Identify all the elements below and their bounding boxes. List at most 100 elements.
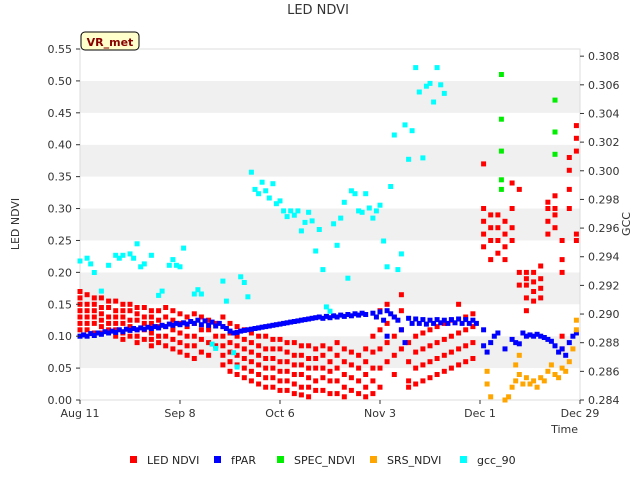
data-point — [309, 218, 315, 224]
data-point — [327, 391, 333, 397]
data-point — [341, 359, 347, 365]
data-point — [459, 320, 465, 326]
data-point — [320, 352, 326, 358]
data-point — [441, 320, 447, 326]
data-point — [288, 319, 294, 325]
data-point — [148, 336, 154, 342]
data-point — [270, 375, 276, 381]
data-point — [570, 346, 576, 352]
data-point — [420, 330, 426, 336]
data-point — [156, 308, 162, 314]
data-point — [391, 314, 397, 320]
data-point — [370, 333, 376, 339]
y-left-tick-label: 0.50 — [48, 75, 73, 88]
data-point — [481, 218, 487, 224]
legend-label: gcc_90 — [477, 454, 516, 467]
data-point — [420, 362, 426, 368]
data-point — [559, 269, 565, 275]
data-point — [377, 365, 383, 371]
data-point — [131, 326, 137, 331]
data-point — [384, 301, 390, 307]
data-point — [441, 368, 447, 374]
data-point — [470, 317, 476, 323]
plot-background-bands — [80, 49, 580, 400]
legend-swatch — [277, 456, 284, 463]
data-point — [163, 343, 169, 349]
data-point — [406, 156, 412, 162]
data-point — [234, 329, 240, 335]
data-point — [495, 330, 501, 336]
data-point — [298, 384, 304, 390]
data-point — [106, 320, 112, 326]
data-point — [291, 372, 297, 377]
data-point — [270, 336, 276, 342]
data-point — [566, 167, 572, 173]
data-point — [381, 317, 387, 323]
data-point — [298, 372, 304, 377]
data-point — [220, 314, 226, 320]
y-right-tick-label: 0.298 — [588, 193, 620, 206]
data-point — [481, 231, 487, 237]
legend-swatch — [130, 456, 137, 463]
data-point — [502, 231, 508, 237]
data-point — [177, 264, 183, 270]
data-point — [227, 328, 233, 334]
data-point — [538, 285, 544, 291]
data-point — [156, 317, 162, 323]
data-point — [198, 336, 204, 342]
x-tick-label: Dec 29 — [561, 407, 600, 420]
data-point — [170, 257, 176, 263]
data-point — [456, 316, 462, 322]
data-point — [134, 333, 140, 339]
data-point — [334, 365, 340, 371]
data-point — [163, 305, 169, 310]
data-point — [320, 315, 326, 321]
data-point — [91, 295, 97, 301]
data-point — [234, 324, 240, 330]
data-point — [123, 326, 129, 332]
data-point — [481, 206, 487, 211]
data-point — [163, 333, 169, 339]
data-point — [556, 375, 562, 381]
data-point — [448, 365, 454, 371]
data-point — [420, 155, 426, 161]
data-point — [113, 320, 119, 326]
data-point — [184, 352, 190, 358]
data-point — [284, 320, 290, 326]
data-point — [513, 362, 519, 368]
data-point — [545, 206, 551, 211]
data-point — [220, 278, 226, 284]
data-point — [281, 208, 287, 214]
data-point — [509, 225, 515, 231]
data-point — [445, 320, 451, 326]
data-point — [263, 346, 269, 352]
y-left-tick-label: 0.05 — [48, 362, 73, 375]
data-point — [488, 257, 494, 263]
data-point — [184, 333, 190, 339]
data-point — [277, 346, 283, 352]
data-point — [463, 317, 469, 323]
data-point — [206, 327, 212, 333]
data-point — [248, 326, 254, 332]
data-point — [298, 392, 304, 398]
data-point — [252, 186, 258, 192]
plot-band — [80, 176, 580, 209]
data-point — [248, 340, 254, 346]
data-point — [377, 309, 383, 315]
data-point — [373, 314, 379, 320]
y-right-tick-label: 0.286 — [588, 365, 620, 378]
data-point — [488, 340, 494, 346]
data-point — [402, 340, 408, 346]
data-point — [384, 359, 390, 365]
data-point — [427, 343, 433, 349]
data-point — [284, 368, 290, 374]
data-point — [291, 352, 297, 358]
data-point — [531, 289, 537, 294]
data-point — [166, 262, 172, 268]
data-point — [395, 317, 401, 323]
data-point — [223, 298, 229, 304]
data-point — [173, 262, 179, 268]
data-point — [488, 238, 494, 243]
data-point — [195, 287, 201, 293]
data-point — [127, 301, 133, 307]
